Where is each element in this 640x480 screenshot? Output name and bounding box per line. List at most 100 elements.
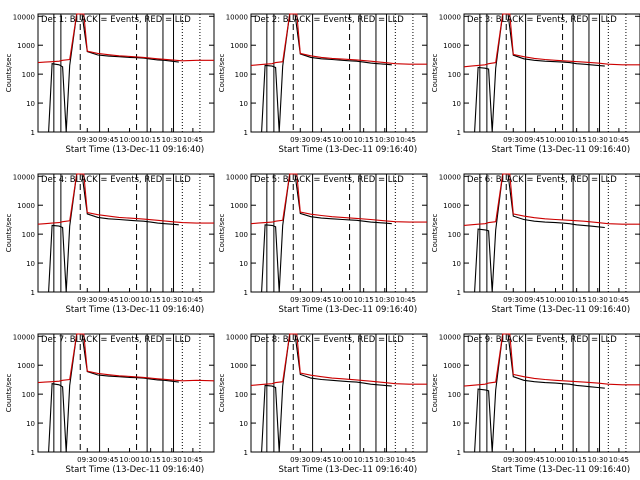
lld-series <box>463 13 640 68</box>
panel-6: 1 10 100 1000 10000 09:30 09:45 10:00 10:15 10:30… <box>431 173 640 315</box>
plot-frame <box>250 13 428 133</box>
x-tick-label: 10:45 <box>396 136 416 144</box>
lld-series <box>37 333 215 384</box>
y-axis-label: Counts/sec <box>431 214 439 253</box>
y-tick-label: 100 <box>235 391 248 399</box>
panel-title: Det 8: BLACK = Events, RED = LLD <box>254 335 404 345</box>
y-tick-label: 10000 <box>13 333 35 341</box>
y-axis-label: Counts/sec <box>5 214 13 253</box>
x-tick-label: 09:45 <box>311 456 331 464</box>
x-tick-label: 10:30 <box>588 456 608 464</box>
y-axis-label: Counts/sec <box>218 54 226 93</box>
x-tick-label: 10:45 <box>183 456 203 464</box>
y-axis-label: Counts/sec <box>431 54 439 93</box>
y-tick-label: 10 <box>26 420 35 428</box>
y-tick-label: 1 <box>244 289 248 297</box>
y-tick-label: 1000 <box>443 362 461 370</box>
x-tick-label: 09:45 <box>311 136 331 144</box>
x-tick-label: 10:00 <box>119 456 139 464</box>
y-tick-label: 100 <box>448 391 461 399</box>
plot-frame <box>37 333 215 453</box>
y-tick-label: 10000 <box>13 13 35 21</box>
x-axis-label: Start Time (13-Dec-11 09:16:40) <box>65 305 204 315</box>
x-tick-label: 10:30 <box>162 456 182 464</box>
panel-5: 1 10 100 1000 10000 09:30 09:45 10:00 10:15 10:30… <box>218 173 428 315</box>
x-tick-label: 10:45 <box>609 136 629 144</box>
x-axis-label: Start Time (13-Dec-11 09:16:40) <box>65 465 204 475</box>
x-tick-label: 10:30 <box>162 136 182 144</box>
x-tick-label: 10:00 <box>332 296 352 304</box>
y-tick-label: 1000 <box>230 362 248 370</box>
y-tick-label: 1 <box>31 289 35 297</box>
x-tick-label: 10:45 <box>609 296 629 304</box>
y-tick-label: 10 <box>239 260 248 268</box>
x-tick-label: 10:45 <box>396 456 416 464</box>
x-axis-label: Start Time (13-Dec-11 09:16:40) <box>491 305 630 315</box>
x-tick-label: 10:30 <box>588 296 608 304</box>
x-tick-label: 09:45 <box>98 456 118 464</box>
x-tick-label: 10:00 <box>119 296 139 304</box>
y-tick-label: 10000 <box>439 13 461 21</box>
panel-4: 1 10 100 1000 10000 09:30 09:45 10:00 10:15 10:30… <box>5 173 215 315</box>
x-tick-label: 10:00 <box>545 136 565 144</box>
lld-series <box>463 333 640 387</box>
y-tick-label: 10000 <box>226 173 248 181</box>
panel-title: Det 2: BLACK = Events, RED = LLD <box>254 15 404 25</box>
events-series <box>38 333 179 453</box>
x-tick-label: 09:45 <box>98 136 118 144</box>
y-axis-label: Counts/sec <box>5 54 13 93</box>
plot-frame <box>463 173 640 293</box>
panel-title: Det 5: BLACK = Events, RED = LLD <box>254 175 404 185</box>
y-tick-label: 1 <box>244 449 248 457</box>
y-tick-label: 100 <box>235 231 248 239</box>
y-tick-label: 10 <box>452 420 461 428</box>
y-tick-label: 1 <box>457 449 461 457</box>
y-tick-label: 10000 <box>13 173 35 181</box>
panel-7: 1 10 100 1000 10000 09:30 09:45 10:00 10:15 10:30… <box>5 333 215 475</box>
y-tick-label: 10 <box>452 260 461 268</box>
x-axis-label: Start Time (13-Dec-11 09:16:40) <box>65 145 204 155</box>
x-tick-label: 09:30 <box>77 456 97 464</box>
x-tick-label: 10:00 <box>332 136 352 144</box>
x-tick-label: 10:30 <box>375 136 395 144</box>
x-tick-label: 10:45 <box>183 296 203 304</box>
x-axis-label: Start Time (13-Dec-11 09:16:40) <box>491 145 630 155</box>
panel-3: 1 10 100 1000 10000 09:30 09:45 10:00 10:15 10:30… <box>431 13 640 155</box>
x-tick-label: 10:15 <box>354 456 374 464</box>
panel-2: 1 10 100 1000 10000 09:30 09:45 10:00 10:15 10:30… <box>218 13 428 155</box>
x-tick-label: 09:30 <box>290 456 310 464</box>
events-series <box>251 13 392 133</box>
lld-series <box>37 13 214 64</box>
x-tick-label: 09:45 <box>98 296 118 304</box>
x-tick-label: 10:45 <box>396 296 416 304</box>
y-tick-label: 10 <box>26 260 35 268</box>
y-tick-label: 1000 <box>17 362 35 370</box>
panel-title: Det 1: BLACK = Events, RED = LLD <box>41 15 191 25</box>
y-tick-label: 1 <box>31 129 35 137</box>
x-tick-label: 10:15 <box>567 456 587 464</box>
y-tick-label: 1000 <box>443 42 461 50</box>
lld-series <box>250 333 427 386</box>
x-tick-label: 10:15 <box>141 456 161 464</box>
x-tick-label: 09:45 <box>311 296 331 304</box>
x-axis-label: Start Time (13-Dec-11 09:16:40) <box>491 465 630 475</box>
y-axis-label: Counts/sec <box>431 374 439 413</box>
x-tick-label: 10:30 <box>162 296 182 304</box>
events-series <box>38 13 179 133</box>
x-tick-label: 10:15 <box>141 136 161 144</box>
x-tick-label: 10:15 <box>567 136 587 144</box>
x-tick-label: 10:00 <box>119 136 139 144</box>
x-tick-label: 09:30 <box>503 136 523 144</box>
y-tick-label: 10000 <box>439 173 461 181</box>
plot-frame <box>463 333 640 453</box>
x-tick-label: 10:45 <box>183 136 203 144</box>
y-tick-label: 10 <box>26 100 35 108</box>
y-tick-label: 100 <box>235 71 248 79</box>
x-tick-label: 09:45 <box>524 456 544 464</box>
y-axis-label: Counts/sec <box>5 374 13 413</box>
events-series <box>464 173 605 293</box>
y-tick-label: 10000 <box>226 333 248 341</box>
x-tick-label: 10:00 <box>545 296 565 304</box>
y-axis-label: Counts/sec <box>218 374 226 413</box>
